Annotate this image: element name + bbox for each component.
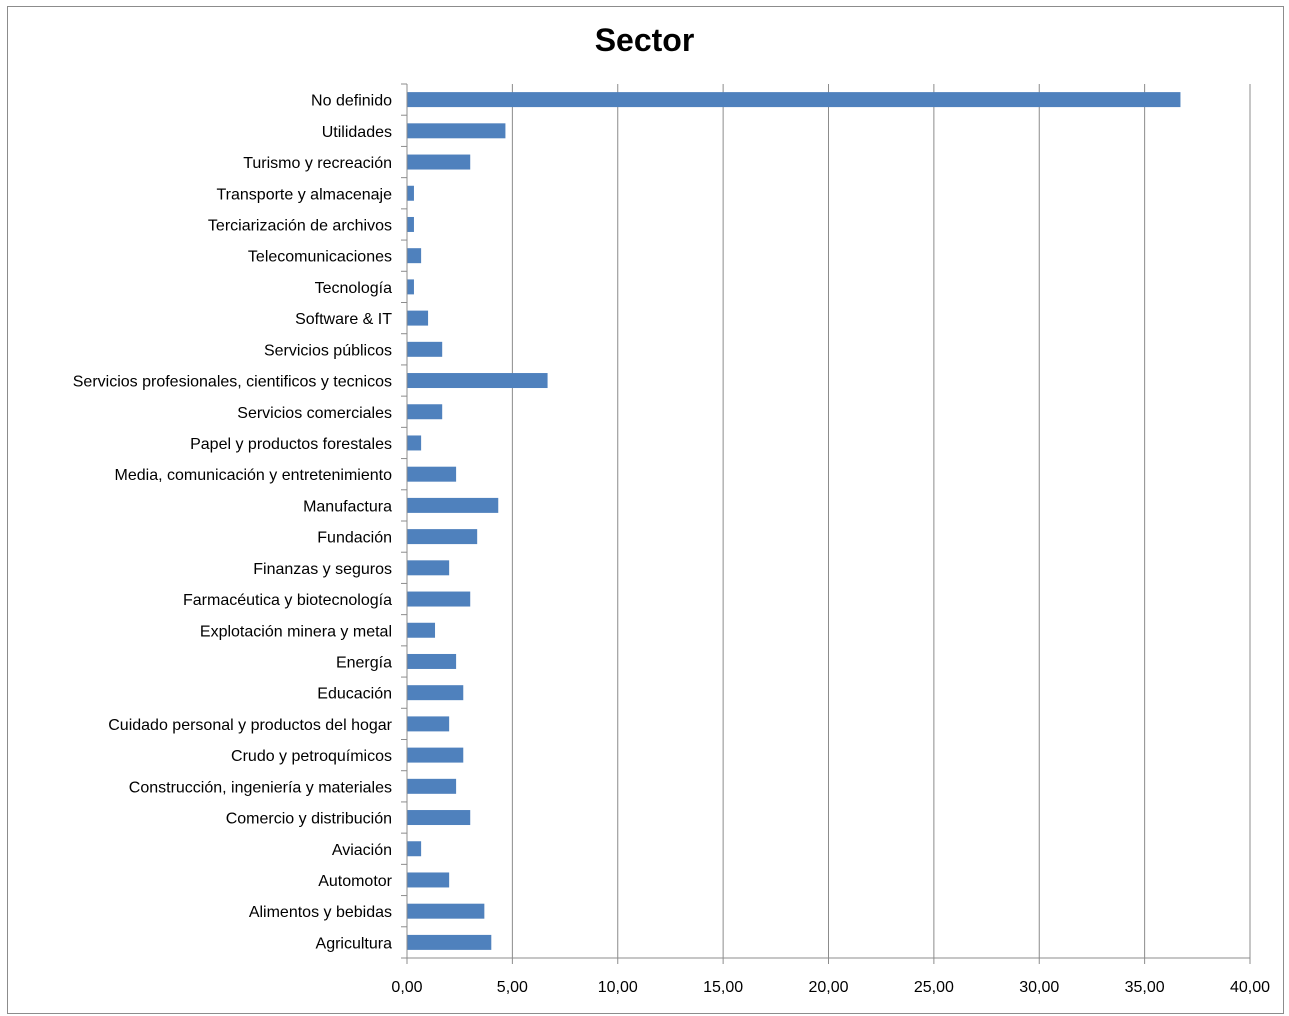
bar — [407, 778, 457, 794]
chart-title: Sector — [594, 22, 695, 58]
bar — [407, 248, 422, 264]
category-label: Explotación minera y metal — [200, 623, 392, 640]
category-label: Servicios comerciales — [237, 405, 392, 422]
x-tick-label: 25,00 — [914, 979, 954, 996]
category-label: Telecomunicaciones — [248, 249, 392, 266]
bar — [407, 653, 457, 669]
bar — [407, 466, 457, 482]
category-label: Software & IT — [295, 311, 392, 328]
bar — [407, 903, 485, 919]
bar — [407, 92, 1181, 108]
bar — [407, 685, 464, 701]
category-label: No definido — [311, 93, 392, 110]
x-tick-label: 10,00 — [598, 979, 638, 996]
category-labels: No definido Utilidades Turismo y recreació… — [73, 93, 393, 953]
bars — [407, 92, 1181, 950]
category-label: Servicios profesionales, cientificos y t… — [73, 374, 392, 391]
category-label: Farmacéutica y biotecnología — [183, 592, 392, 609]
bar — [407, 591, 471, 607]
category-label: Turismo y recreación — [243, 155, 392, 172]
x-tick-label: 5,00 — [497, 979, 528, 996]
category-label: Terciarización de archivos — [208, 217, 392, 234]
category-label: Agricultura — [316, 935, 393, 952]
category-label: Servicios públicos — [264, 342, 392, 359]
bar — [407, 934, 492, 950]
bar — [407, 185, 414, 201]
bar — [407, 341, 443, 357]
bar — [407, 872, 450, 888]
bar — [407, 154, 471, 170]
bar — [407, 497, 499, 513]
category-label: Transporte y almacenaje — [217, 186, 393, 203]
bar — [407, 310, 429, 326]
bar — [407, 716, 450, 732]
x-tick-label: 0,00 — [391, 979, 422, 996]
bar — [407, 622, 436, 638]
bar — [407, 810, 471, 826]
category-label: Educación — [317, 686, 392, 703]
bar — [407, 560, 450, 576]
category-label: Alimentos y bebidas — [249, 904, 392, 921]
bar — [407, 529, 478, 545]
category-label: Energía — [336, 654, 392, 671]
bar — [407, 373, 548, 389]
category-label: Aviación — [332, 842, 392, 859]
bar — [407, 404, 443, 420]
bar — [407, 216, 414, 232]
category-label: Papel y productos forestales — [190, 436, 392, 453]
bar — [407, 279, 414, 295]
x-tick-labels: 0,00 5,00 10,00 15,00 20,00 25,00 30,00 35,00 40… — [391, 979, 1270, 996]
category-label: Construcción, ingeniería y materiales — [129, 779, 392, 796]
chart-area — [7, 6, 1284, 1014]
bar — [407, 435, 422, 451]
category-label: Automotor — [318, 873, 392, 890]
category-label: Crudo y petroquímicos — [231, 748, 392, 765]
category-label: Fundación — [317, 530, 392, 547]
x-tick-label: 15,00 — [703, 979, 743, 996]
x-tick-label: 20,00 — [808, 979, 848, 996]
x-tick-label: 35,00 — [1125, 979, 1165, 996]
gridlines — [511, 84, 1251, 958]
bar — [407, 841, 422, 857]
bar — [407, 123, 506, 139]
category-label: Comercio y distribución — [226, 811, 392, 828]
bar — [407, 747, 464, 763]
x-tick-label: 40,00 — [1230, 979, 1270, 996]
axes — [401, 83, 1251, 964]
category-label: Utilidades — [322, 124, 392, 141]
category-label: Media, comunicación y entretenimiento — [115, 467, 393, 484]
x-tick-label: 30,00 — [1019, 979, 1059, 996]
category-label: Finanzas y seguros — [253, 561, 392, 578]
category-label: Cuidado personal y productos del hogar — [108, 717, 392, 734]
category-label: Tecnología — [315, 280, 392, 297]
category-label: Manufactura — [303, 498, 392, 515]
